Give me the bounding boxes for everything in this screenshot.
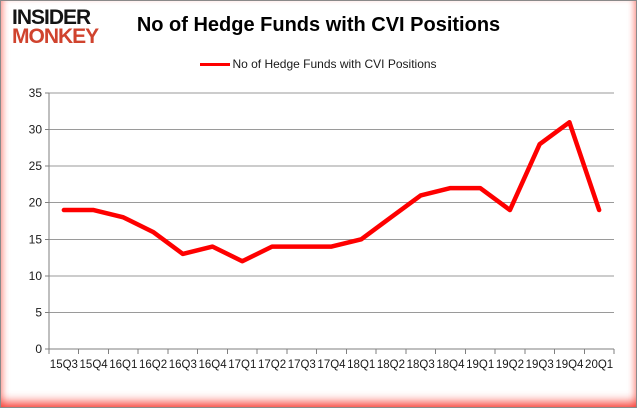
svg-text:15: 15 xyxy=(29,232,43,246)
svg-text:16Q2: 16Q2 xyxy=(139,359,167,371)
svg-text:5: 5 xyxy=(35,305,42,319)
logo-line-insider: INSIDER xyxy=(12,6,91,29)
insider-monkey-logo: INSIDER MONKEY xyxy=(12,6,99,49)
legend-label: No of Hedge Funds with CVI Positions xyxy=(232,57,437,71)
svg-text:18Q1: 18Q1 xyxy=(347,359,375,371)
svg-text:30: 30 xyxy=(29,123,43,137)
gridlines xyxy=(49,92,614,313)
svg-text:17Q4: 17Q4 xyxy=(317,359,346,371)
svg-text:19Q2: 19Q2 xyxy=(496,359,524,371)
chart-title: No of Hedge Funds with CVI Positions xyxy=(136,14,501,36)
svg-text:19Q1: 19Q1 xyxy=(466,359,494,371)
y-axis-ticks xyxy=(45,92,49,350)
svg-text:18Q2: 18Q2 xyxy=(377,359,405,371)
svg-text:18Q3: 18Q3 xyxy=(407,359,435,371)
svg-text:17Q2: 17Q2 xyxy=(258,359,286,371)
logo-line-monkey: MONKEY xyxy=(12,25,99,49)
legend: No of Hedge Funds with CVI Positions xyxy=(1,57,636,71)
svg-text:16Q4: 16Q4 xyxy=(198,359,227,371)
svg-text:15Q4: 15Q4 xyxy=(80,359,109,371)
svg-text:16Q1: 16Q1 xyxy=(109,359,137,371)
svg-text:25: 25 xyxy=(29,159,43,173)
svg-text:19Q3: 19Q3 xyxy=(526,359,554,371)
svg-text:35: 35 xyxy=(29,86,43,100)
svg-text:16Q3: 16Q3 xyxy=(169,359,197,371)
svg-text:17Q3: 17Q3 xyxy=(288,359,316,371)
x-axis-labels: 15Q3 15Q4 16Q1 16Q2 16Q3 16Q4 17Q1 17Q2 17Q3 17Q4… xyxy=(50,359,613,371)
series-line xyxy=(61,120,602,264)
axes xyxy=(48,93,614,350)
x-axis-ticks xyxy=(48,349,615,354)
svg-text:15Q3: 15Q3 xyxy=(50,359,78,371)
svg-text:0: 0 xyxy=(35,342,42,356)
svg-text:20Q1: 20Q1 xyxy=(585,359,613,371)
svg-text:20: 20 xyxy=(29,196,43,210)
svg-text:17Q1: 17Q1 xyxy=(228,359,256,371)
svg-text:18Q4: 18Q4 xyxy=(436,359,465,371)
legend-line-swatch xyxy=(200,62,231,66)
svg-text:19Q4: 19Q4 xyxy=(555,359,584,371)
svg-text:10: 10 xyxy=(29,269,43,283)
y-axis-labels: 0 5 10 15 20 25 30 35 xyxy=(29,86,43,356)
